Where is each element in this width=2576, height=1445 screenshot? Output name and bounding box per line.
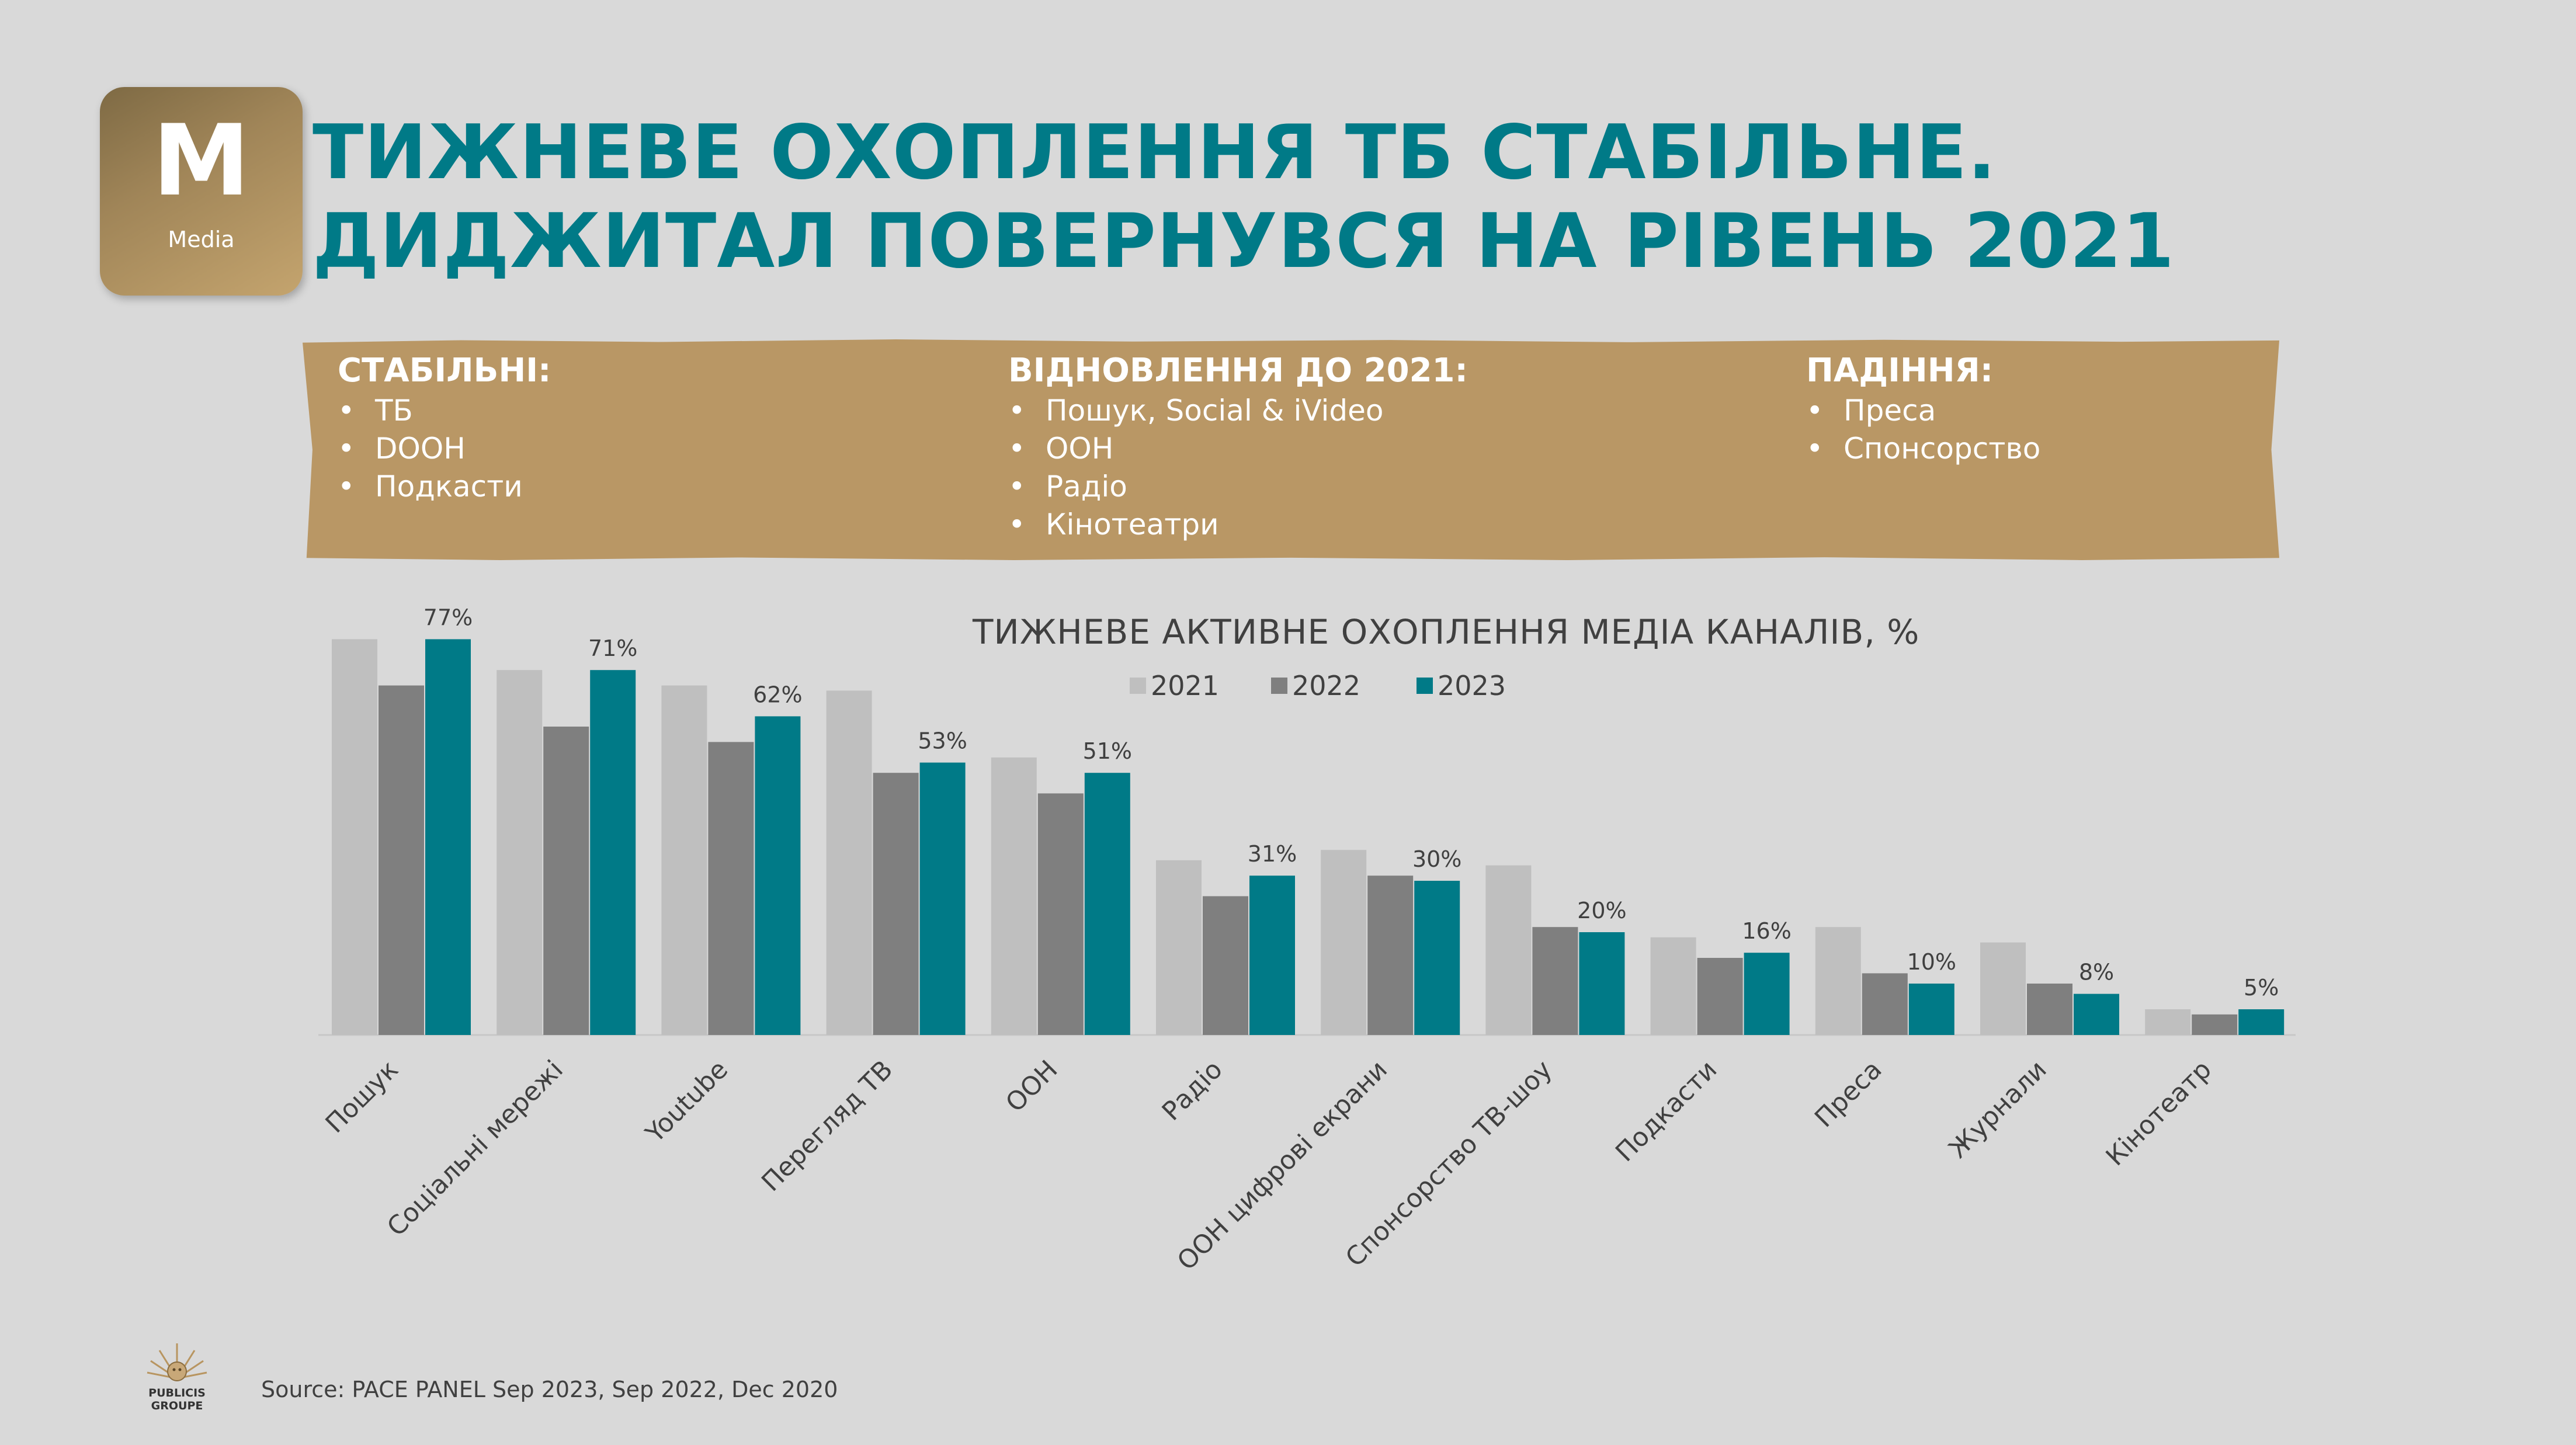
bar-2023-1 [425, 639, 471, 1035]
chart-title: ТИЖНЕВЕ АКТИВНЕ ОХОПЛЕННЯ МЕДІА КАНАЛІВ,… [973, 612, 1920, 652]
legend-item-2023: 2023 [1417, 670, 1506, 701]
source-note: Source: PACE PANEL Sep 2023, Sep 2022, D… [261, 1377, 838, 1402]
title-line-2: ДИДЖИТАЛ ПОВЕРНУВСЯ НА РІВЕНЬ 2021 [313, 198, 2175, 285]
category-label: Преса [1809, 1055, 1888, 1134]
banner-item: • Радіо [1008, 470, 1127, 503]
bar-2022-3 [708, 742, 754, 1035]
bar-2023-12 [2238, 1009, 2285, 1035]
badge-letter: M [152, 103, 251, 218]
banner-list: • Пошук, Social & iVideo • OOH • Радіо • Кін… [1008, 392, 1468, 544]
banner-item: • Преса [1806, 394, 1936, 428]
media-badge: M Media [100, 87, 303, 296]
banner-item: • Кінотеатри [1008, 508, 1219, 541]
bar-2023-7 [1414, 881, 1460, 1035]
data-label: 53% [918, 728, 967, 754]
banner-column-stable: СТАБІЛЬНІ: • ТБ • DOOH • Подкасти [338, 352, 551, 506]
data-label: 77% [423, 605, 473, 630]
bar-2021-4 [826, 690, 872, 1035]
data-label: 8% [2079, 960, 2114, 985]
bar-2022-8 [1532, 927, 1578, 1035]
banner-item: • Подкасти [338, 470, 523, 503]
banner-item: • DOOH [338, 432, 466, 466]
summary-banner: СТАБІЛЬНІ: • ТБ • DOOH • Подкасти ВІДНОВЛЕН… [303, 339, 2279, 560]
banner-item: • OOH [1008, 432, 1114, 466]
badge-label: Media [168, 227, 235, 252]
bar-2021-2 [497, 670, 543, 1035]
bar-2022-11 [2027, 984, 2072, 1035]
bar-2022-4 [873, 773, 919, 1035]
legend-item-2022: 2022 [1271, 670, 1360, 701]
category-label: Youtube [640, 1055, 734, 1149]
bar-2023-2 [590, 670, 636, 1035]
bar-2022-7 [1367, 876, 1414, 1035]
banner-item: • ТБ [338, 394, 413, 428]
bar-2022-5 [1037, 793, 1084, 1035]
banner-column-decline: ПАДІННЯ: • Преса • Спонсорство [1806, 352, 2040, 468]
bar-2021-8 [1485, 865, 1532, 1035]
bar-2021-9 [1650, 937, 1696, 1035]
bar-2023-3 [755, 716, 801, 1035]
bar-2023-6 [1249, 876, 1295, 1035]
category-label: Кінотеатр [2101, 1055, 2217, 1172]
category-label: Соціальні мережі [381, 1055, 569, 1242]
data-label: 31% [1248, 841, 1297, 867]
banner-list: • Преса • Спонсорство [1806, 392, 2040, 468]
banner-heading: ПАДІННЯ: [1806, 352, 1994, 390]
data-label: 30% [1412, 846, 1461, 872]
bar-2023-11 [2074, 994, 2119, 1035]
bar-2023-4 [919, 762, 966, 1035]
banner-item: • Пошук, Social & iVideo [1008, 394, 1384, 428]
legend-label: 2021 [1151, 670, 1220, 701]
data-label: 62% [753, 682, 802, 707]
bar-2021-3 [661, 685, 707, 1035]
legend-swatch [1271, 678, 1287, 694]
data-label: 51% [1083, 738, 1132, 764]
lion-emblem-icon [147, 1343, 207, 1381]
bar-2021-10 [1815, 927, 1861, 1035]
bar-2023-8 [1579, 932, 1625, 1035]
bar-2021-12 [2145, 1009, 2191, 1035]
bar-2023-10 [1908, 984, 1954, 1035]
legend-label: 2022 [1292, 670, 1361, 701]
title-line-1: ТИЖНЕВЕ ОХОПЛЕННЯ ТБ СТАБІЛЬНЕ. [313, 109, 1997, 196]
data-label: 5% [2244, 975, 2279, 1001]
category-label: Радіо [1157, 1055, 1228, 1127]
legend-swatch [1130, 678, 1146, 694]
banner-column-recovery: ВІДНОВЛЕННЯ ДО 2021: • Пошук, Social & iV… [1008, 352, 1468, 544]
bar-2022-9 [1697, 958, 1743, 1035]
category-label: Пошук [320, 1055, 404, 1139]
logo-text: PUBLICIS GROUPE [148, 1387, 206, 1412]
category-label: Подкасти [1610, 1055, 1723, 1168]
bar-2021-11 [1980, 942, 2026, 1035]
data-label: 71% [588, 635, 637, 661]
data-label: 16% [1742, 918, 1791, 944]
banner-heading: ВІДНОВЛЕННЯ ДО 2021: [1008, 352, 1468, 390]
bar-2023-5 [1084, 773, 1130, 1035]
banner-list: • ТБ • DOOH • Подкасти [338, 392, 551, 506]
data-label: 20% [1577, 898, 1626, 923]
category-label: Перегляд ТВ [756, 1055, 898, 1197]
legend-item-2021: 2021 [1130, 670, 1219, 701]
bar-2021-7 [1321, 850, 1367, 1035]
category-label: ООН [1000, 1055, 1063, 1118]
chart-legend: 2021 2022 2023 [0, 670, 2576, 705]
data-label: 10% [1907, 949, 1956, 975]
bar-2022-6 [1203, 896, 1248, 1035]
page-title: ТИЖНЕВЕ ОХОПЛЕННЯ ТБ СТАБІЛЬНЕ. ДИДЖИТАЛ… [313, 109, 2175, 286]
bar-2023-9 [1744, 953, 1790, 1035]
bar-2022-1 [379, 685, 424, 1035]
legend-label: 2023 [1438, 670, 1506, 701]
bar-2021-1 [332, 639, 377, 1035]
bar-2021-6 [1156, 860, 1202, 1035]
banner-item: • Спонсорство [1806, 432, 2041, 466]
bar-2021-5 [991, 757, 1037, 1035]
banner-heading: СТАБІЛЬНІ: [338, 352, 551, 390]
bar-2022-10 [1862, 973, 1908, 1035]
legend-swatch [1417, 678, 1433, 694]
bar-2022-12 [2192, 1014, 2238, 1035]
category-label: Журнали [1943, 1055, 2053, 1164]
bar-2022-2 [543, 727, 589, 1035]
publicis-groupe-logo: PUBLICIS GROUPE [133, 1338, 221, 1425]
